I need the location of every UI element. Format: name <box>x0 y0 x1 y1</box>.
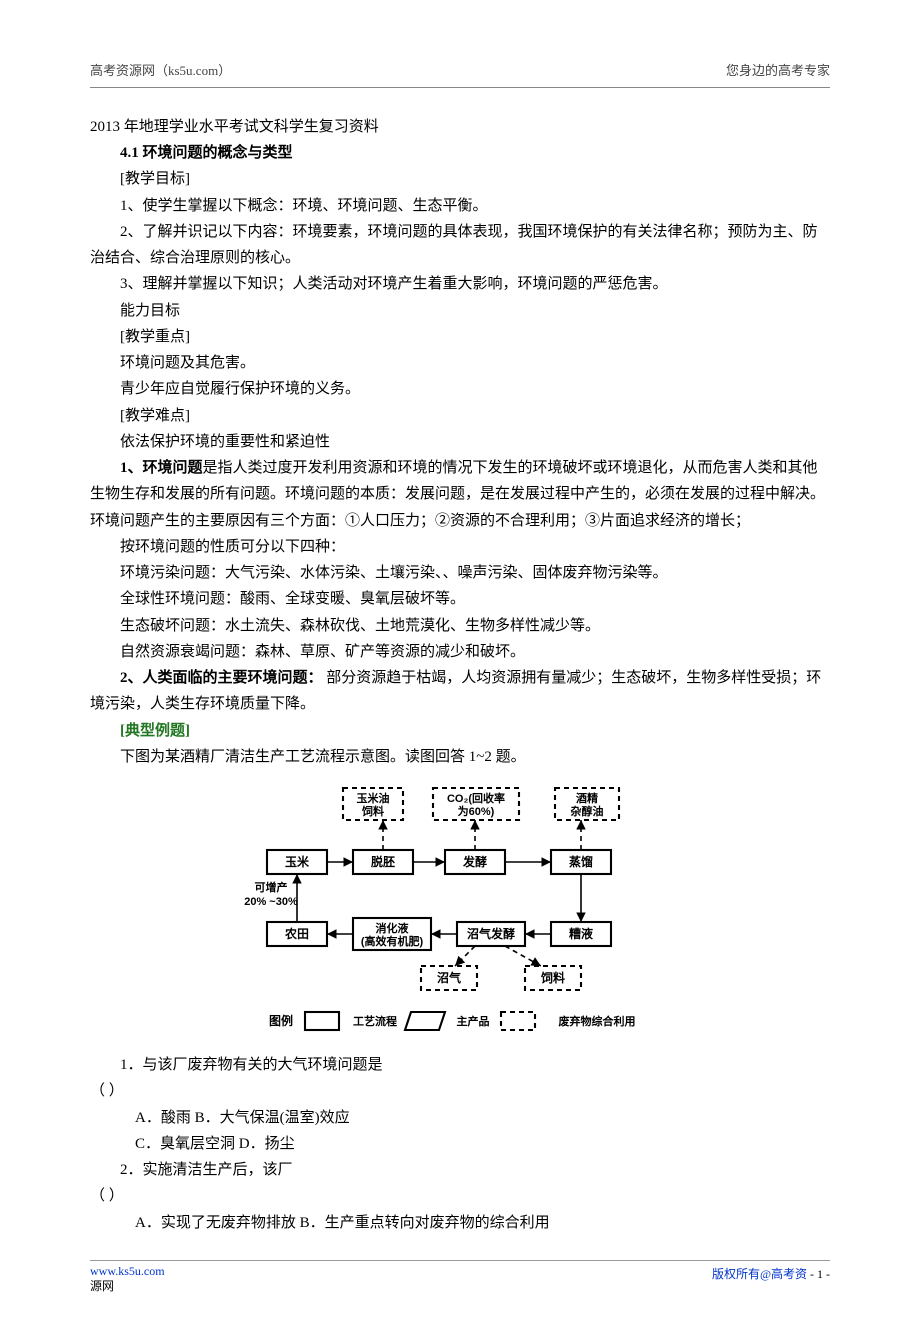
question-1-text: 1．与该厂废弃物有关的大气环境问题是 <box>90 1052 830 1078</box>
q1-choices-ab: A．酸雨 B．大气保温(温室)效应 <box>90 1105 830 1131</box>
p-resource: 自然资源衰竭问题：森林、草原、矿产等资源的减少和破坏。 <box>90 639 830 665</box>
svg-text:沼气发酵: 沼气发酵 <box>467 926 515 941</box>
svg-text:CO₂(回收率: CO₂(回收率 <box>447 791 505 805</box>
document-body: 2013 年地理学业水平考试文科学生复习资料 4.1 环境问题的概念与类型 [教… <box>90 114 830 1236</box>
svg-text:图例: 图例 <box>269 1013 293 1028</box>
svg-text:沼气: 沼气 <box>437 970 461 985</box>
header-left: 高考资源网（ks5u.com） <box>90 60 231 83</box>
page-header: 高考资源网（ks5u.com） 您身边的高考专家 <box>90 60 830 88</box>
svg-text:饲料: 饲料 <box>540 970 565 985</box>
process-flow-diagram: 玉米油饲料CO₂(回收率为60%)酒精杂醇油玉米脱胚发酵蒸馏农田消化液(高效有机… <box>90 780 830 1040</box>
question-2-bracket: （ ） <box>90 1183 830 1209</box>
header-right: 您身边的高考专家 <box>726 60 830 83</box>
p-eco: 生态破坏问题：水土流失、森林砍伐、土地荒漠化、生物多样性减少等。 <box>90 613 830 639</box>
p-global: 全球性环境问题：酸雨、全球变暖、臭氧层破坏等。 <box>90 586 830 612</box>
p-pollution: 环境污染问题：大气污染、水体污染、土壤污染、、噪声污染、固体废弃物污染等。 <box>90 560 830 586</box>
svg-text:杂醇油: 杂醇油 <box>571 804 604 818</box>
goal-2: 2、了解并识记以下内容：环境要素，环境问题的具体表现，我国环境保护的有关法律名称… <box>90 219 830 272</box>
difficulty-1: 依法保护环境的重要性和紧迫性 <box>90 429 830 455</box>
svg-text:可增产: 可增产 <box>255 880 288 894</box>
svg-text:糟液: 糟液 <box>569 926 593 941</box>
footer-page-number: - 1 - <box>807 1267 830 1281</box>
svg-text:20% ~30%: 20% ~30% <box>244 896 298 908</box>
footer-url: www.ks5u.com <box>90 1264 165 1280</box>
svg-text:酒精: 酒精 <box>576 791 598 805</box>
footer-copyright: 版权所有@高考资 <box>712 1267 807 1281</box>
question-1-bracket: （ ） <box>90 1078 830 1104</box>
teaching-difficulty-label: [教学难点] <box>90 403 830 429</box>
svg-text:废弃物综合利用: 废弃物综合利用 <box>559 1014 636 1028</box>
svg-text:主产品: 主产品 <box>457 1014 490 1028</box>
ability-goal: 能力目标 <box>90 298 830 324</box>
example-intro: 下图为某酒精厂清洁生产工艺流程示意图。读图回答 1~2 题。 <box>90 744 830 770</box>
svg-text:为60%): 为60%) <box>458 804 495 818</box>
svg-text:脱胚: 脱胚 <box>371 854 395 869</box>
footer-left: www.ks5u.com 源网 <box>90 1264 165 1295</box>
p1-bold: 1、环境问题 <box>120 460 203 476</box>
svg-text:发酵: 发酵 <box>462 854 487 869</box>
footer-source: 源网 <box>90 1279 165 1295</box>
question-2-text: 2．实施清洁生产后，该厂 <box>90 1157 830 1183</box>
main-title: 2013 年地理学业水平考试文科学生复习资料 <box>90 114 830 140</box>
paragraph-env-problem: 1、环境问题是指人类过度开发利用资源和环境的情况下发生的环境破坏或环境退化，从而… <box>90 455 830 534</box>
svg-text:饲料: 饲料 <box>361 804 384 818</box>
svg-text:农田: 农田 <box>284 926 309 941</box>
svg-text:玉米: 玉米 <box>285 854 310 869</box>
svg-text:蒸馏: 蒸馏 <box>569 854 593 869</box>
p-types-intro: 按环境问题的性质可分以下四种： <box>90 534 830 560</box>
focus-2: 青少年应自觉履行保护环境的义务。 <box>90 376 830 402</box>
section-4-1-title: 4.1 环境问题的概念与类型 <box>90 140 830 166</box>
examples-label: [典型例题] <box>90 718 830 744</box>
svg-text:玉米油: 玉米油 <box>357 791 390 805</box>
page-footer: www.ks5u.com 源网 版权所有@高考资 - 1 - <box>90 1260 830 1295</box>
p7-bold: 2、人类面临的主要环境问题： <box>120 670 323 686</box>
svg-text:(高效有机肥): (高效有机肥) <box>361 934 424 948</box>
p-human-env-problems: 2、人类面临的主要环境问题： 部分资源趋于枯竭，人均资源拥有量减少；生态破坏，生… <box>90 665 830 718</box>
footer-right: 版权所有@高考资 - 1 - <box>712 1264 830 1285</box>
goal-3: 3、理解并掌握以下知识；人类活动对环境产生着重大影响，环境问题的严惩危害。 <box>90 271 830 297</box>
focus-1: 环境问题及其危害。 <box>90 350 830 376</box>
svg-text:消化液: 消化液 <box>376 921 410 935</box>
flow-svg: 玉米油饲料CO₂(回收率为60%)酒精杂醇油玉米脱胚发酵蒸馏农田消化液(高效有机… <box>235 780 685 1040</box>
goal-1: 1、使学生掌握以下概念：环境、环境问题、生态平衡。 <box>90 193 830 219</box>
q2-choices-ab: A．实现了无废弃物排放 B．生产重点转向对废弃物的综合利用 <box>90 1210 830 1236</box>
q1-choices-cd: C．臭氧层空洞 D．扬尘 <box>90 1131 830 1157</box>
teaching-focus-label: [教学重点] <box>90 324 830 350</box>
teaching-goal-label: [教学目标] <box>90 166 830 192</box>
svg-text:工艺流程: 工艺流程 <box>353 1014 397 1028</box>
